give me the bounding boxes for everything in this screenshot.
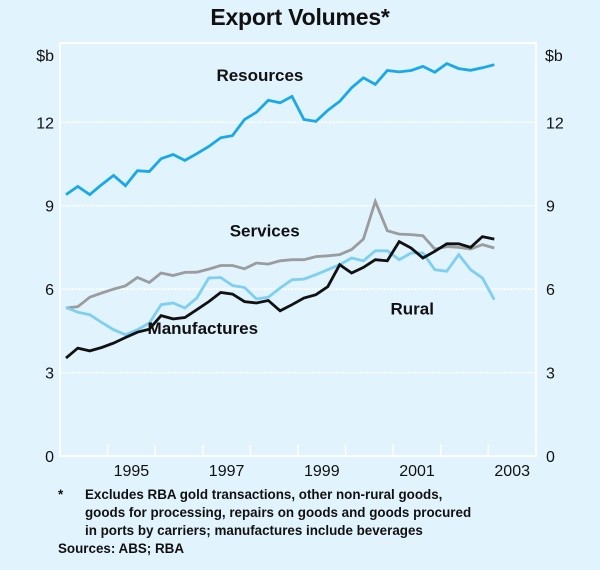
series-lines bbox=[65, 62, 496, 360]
x-tick-label: 2003 bbox=[494, 463, 530, 480]
y-tick-label-left: 3 bbox=[45, 366, 54, 383]
y-tick-label-left: 12 bbox=[36, 115, 54, 132]
y-tick-label-left: 0 bbox=[45, 449, 54, 466]
y-unit-label-right: $b bbox=[545, 48, 563, 65]
footnote-text: Excludes RBA gold transactions, other no… bbox=[85, 487, 443, 502]
series-label-resources: Resources bbox=[216, 66, 303, 85]
y-tick-label-right: 0 bbox=[546, 449, 555, 466]
x-tick-label: 2001 bbox=[399, 463, 435, 480]
sources-note: Sources: ABS; RBA bbox=[58, 541, 184, 556]
y-tick-label-left: 6 bbox=[45, 282, 54, 299]
x-tick-label: 1999 bbox=[304, 463, 340, 480]
axes: 0 0 3 3 6 6 9 9 12 12 $b $b 1995 1997 1999 2001 2003 bbox=[36, 48, 564, 480]
footnote-line: in ports by carriers; manufactures inclu… bbox=[58, 522, 471, 540]
footnote-text: in ports by carriers; manufactures inclu… bbox=[85, 523, 423, 538]
series-line-resources bbox=[65, 62, 495, 197]
line-chart: 0 0 3 3 6 6 9 9 12 12 $b $b 1995 1997 1999 2001 2003 Res… bbox=[36, 42, 564, 480]
series-line-services bbox=[65, 197, 495, 310]
chart-title: Export Volumes* bbox=[210, 4, 390, 30]
series-line-rural bbox=[65, 249, 496, 337]
footnote-line: * Excludes RBA gold transactions, other … bbox=[58, 486, 471, 504]
footnote-text: goods for processing, repairs on goods a… bbox=[85, 505, 472, 520]
y-tick-label-right: 12 bbox=[546, 115, 564, 132]
y-unit-label-left: $b bbox=[36, 48, 54, 65]
y-tick-label-left: 9 bbox=[45, 199, 54, 216]
x-tick-label: 1997 bbox=[209, 463, 245, 480]
y-tick-label-right: 3 bbox=[546, 366, 555, 383]
series-labels: Resources Services Manufactures Rural bbox=[148, 66, 434, 338]
series-label-services: Services bbox=[230, 222, 300, 241]
y-tick-label-right: 6 bbox=[546, 282, 555, 299]
footnote-line: goods for processing, repairs on goods a… bbox=[58, 504, 471, 522]
series-label-manufactures: Manufactures bbox=[148, 319, 259, 338]
x-tick-label: 1995 bbox=[114, 463, 150, 480]
gridlines bbox=[59, 42, 537, 457]
footnote: * Excludes RBA gold transactions, other … bbox=[58, 486, 471, 558]
footnote-marker: * bbox=[58, 487, 64, 502]
series-label-rural: Rural bbox=[391, 300, 434, 319]
y-tick-label-right: 9 bbox=[546, 199, 555, 216]
series-line-manufactures bbox=[65, 235, 495, 360]
